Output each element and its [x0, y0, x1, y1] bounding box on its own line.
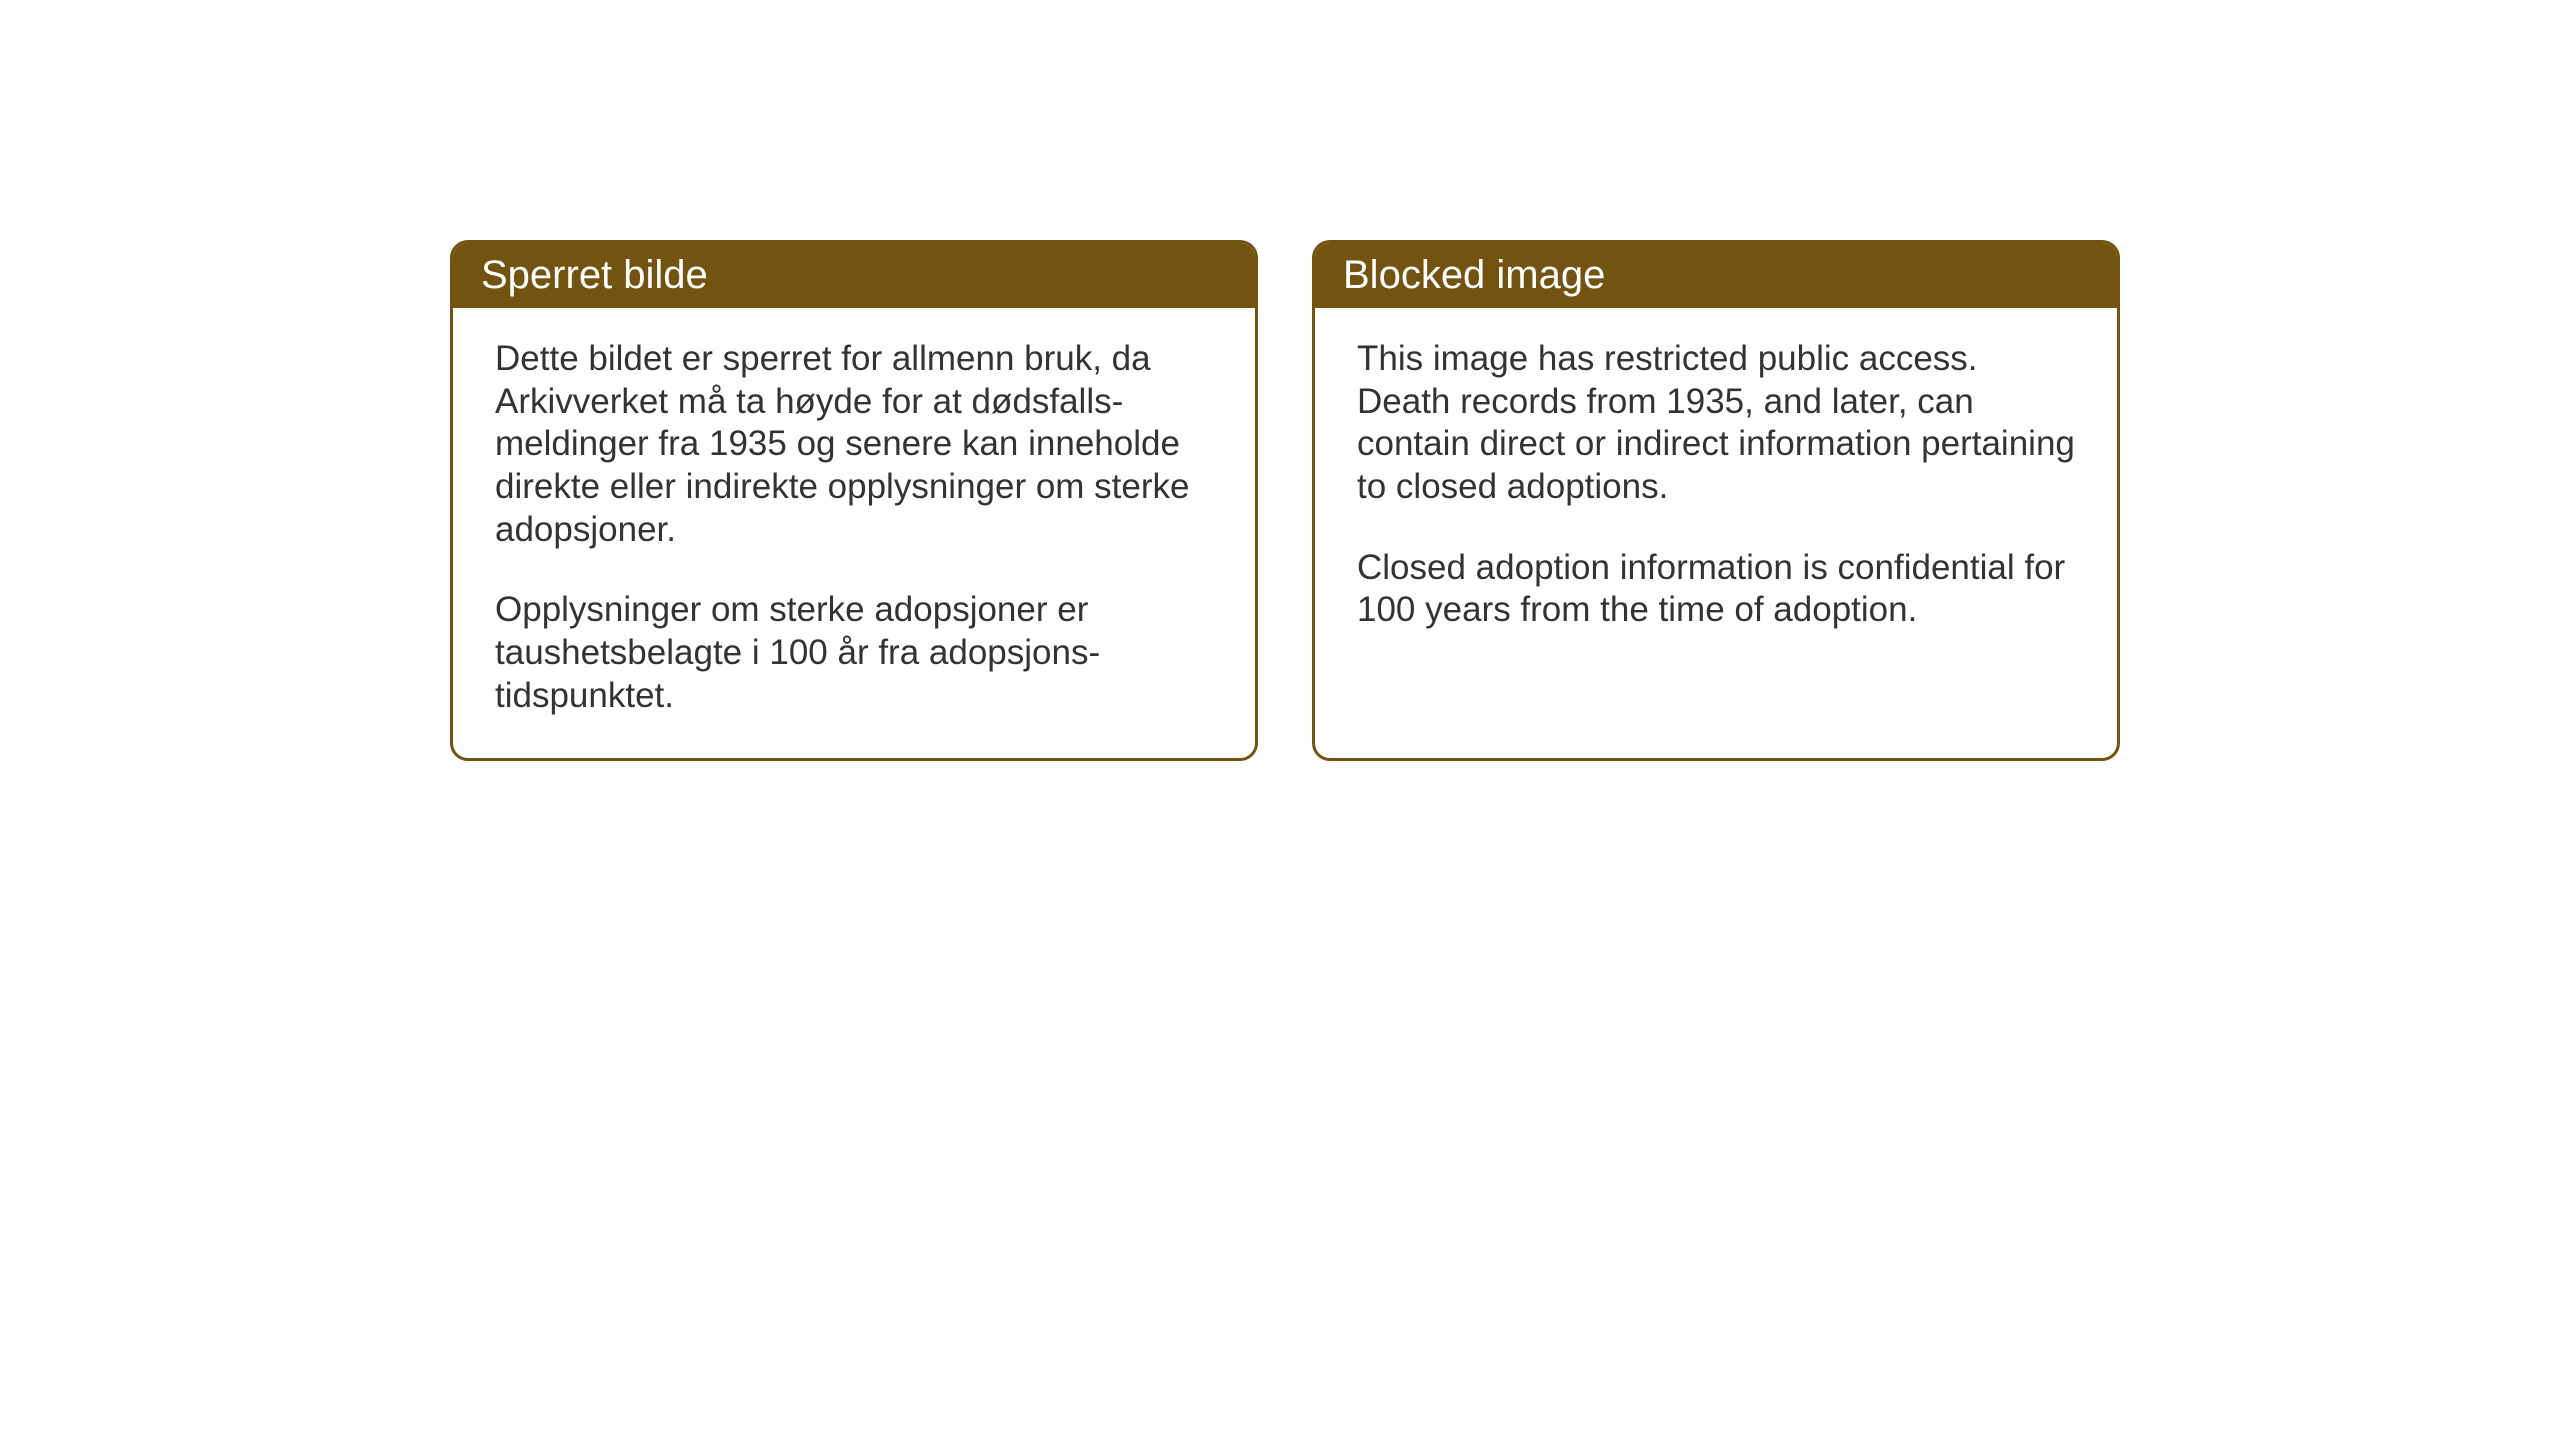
- card-english-paragraph-2: Closed adoption information is confident…: [1357, 547, 2075, 632]
- cards-container: Sperret bilde Dette bildet er sperret fo…: [450, 240, 2120, 761]
- card-english-body: This image has restricted public access.…: [1315, 308, 2117, 672]
- card-norwegian-paragraph-2: Opplysninger om sterke adopsjoner er tau…: [495, 589, 1213, 717]
- card-norwegian-title: Sperret bilde: [481, 253, 708, 297]
- card-english: Blocked image This image has restricted …: [1312, 240, 2120, 761]
- card-english-header: Blocked image: [1315, 243, 2117, 308]
- card-english-title: Blocked image: [1343, 253, 1605, 297]
- card-norwegian-header: Sperret bilde: [453, 243, 1255, 308]
- card-norwegian-paragraph-1: Dette bildet er sperret for allmenn bruk…: [495, 338, 1213, 551]
- card-norwegian-body: Dette bildet er sperret for allmenn bruk…: [453, 308, 1255, 758]
- card-norwegian: Sperret bilde Dette bildet er sperret fo…: [450, 240, 1258, 761]
- card-english-paragraph-1: This image has restricted public access.…: [1357, 338, 2075, 509]
